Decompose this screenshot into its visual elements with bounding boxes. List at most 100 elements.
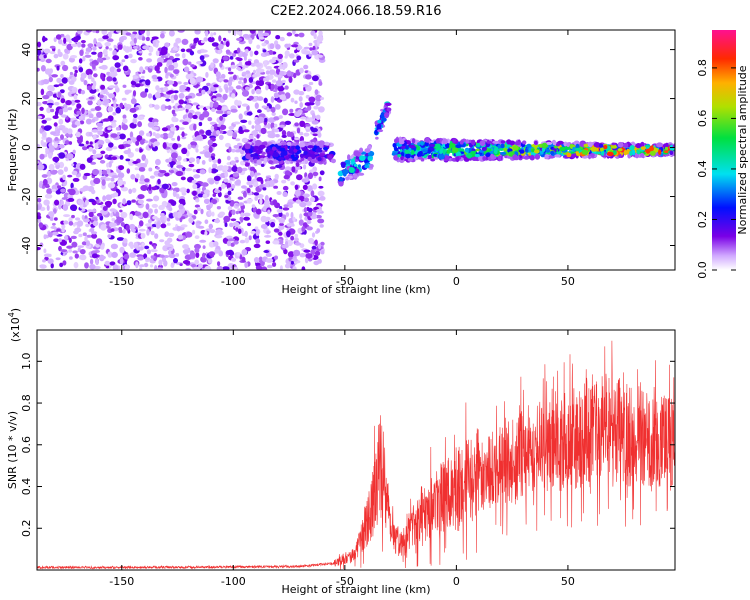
spectrogram-cell <box>153 121 159 126</box>
spectrogram-cell <box>233 145 240 149</box>
spectrogram-cell <box>163 86 169 93</box>
spectrogram-cell <box>292 156 299 161</box>
spectrogram-cell <box>46 204 50 211</box>
spectrogram-cell <box>63 220 69 225</box>
spectrogram-cell <box>129 45 133 52</box>
spectrogram-cell <box>141 234 145 239</box>
spectrogram-cell <box>60 134 64 140</box>
spectrogram-cell <box>96 212 103 217</box>
spectrogram-cell <box>106 76 113 82</box>
spectrogram-cell <box>167 105 172 110</box>
spectrogram-cell <box>187 61 192 66</box>
spectrogram-cell <box>294 189 301 197</box>
spectrogram-cell <box>263 200 270 207</box>
spectrogram-cell <box>153 245 157 249</box>
spectrogram-cell <box>236 67 242 70</box>
spectrogram-cell <box>244 230 248 238</box>
spectrogram-cell <box>146 58 153 63</box>
spectrogram-cell <box>98 169 103 176</box>
spectrogram-cell <box>255 229 260 236</box>
spectrogram-cell <box>71 86 78 93</box>
spectrogram-cell <box>228 125 235 130</box>
spectrogram-cell <box>213 189 221 194</box>
spectrogram-cell <box>57 185 62 189</box>
spectrogram-cell <box>70 182 74 189</box>
spectrogram-cell <box>81 43 86 48</box>
spectrogram-cell <box>223 178 229 183</box>
spectrogram-cell <box>144 178 150 183</box>
spectrogram-cell <box>534 153 541 160</box>
spectrogram-cell <box>156 267 164 270</box>
spectrogram-cell <box>248 76 254 83</box>
spectrogram-cell <box>66 153 74 160</box>
snr-x-axis-label: Height of straight line (km) <box>281 583 430 596</box>
spectrogram-cell <box>231 166 238 172</box>
snr-y-tick-label: 0.6 <box>20 436 33 454</box>
spectrogram-cell <box>41 119 47 124</box>
spectrogram-cell <box>236 47 241 54</box>
spectrogram-cell <box>230 64 237 69</box>
spectrogram-cell <box>302 184 308 190</box>
spectrogram-cell <box>271 112 276 116</box>
spectrogram-cell <box>318 176 322 182</box>
spectrogram-cell <box>452 138 456 144</box>
spectrogram-cell <box>104 177 112 181</box>
spectrogram-cell <box>299 102 304 108</box>
spectrogram-cell <box>68 221 74 226</box>
spectrogram-cell <box>631 149 636 156</box>
spectrogram-cell <box>477 156 484 161</box>
spectrogram-cell <box>155 85 160 91</box>
spectrogram-cell <box>82 55 86 62</box>
spectrogram-cell <box>168 157 172 163</box>
spectrogram-cell <box>83 218 90 223</box>
spectrogram-cell <box>112 264 119 270</box>
spectrogram-cell <box>110 222 117 227</box>
spectrogram-cell <box>132 161 139 164</box>
spectrogram-cell <box>176 164 184 169</box>
spectrogram-cell <box>117 172 125 179</box>
spectrogram-cell <box>193 123 197 131</box>
spectrogram-cell <box>291 44 299 48</box>
colorbar-tick-label: 0.6 <box>696 110 709 128</box>
spectrogram-cell <box>210 86 217 92</box>
colorbar-tick-label: 0.0 <box>696 261 709 279</box>
spectrogram-cell <box>400 155 404 161</box>
spectrogram-cell <box>105 46 109 50</box>
spectrogram-cell <box>171 59 177 63</box>
spectrogram-cell <box>62 260 67 266</box>
spectrogram-cell <box>254 124 262 131</box>
spectrogram-cell <box>37 115 43 119</box>
spectrogram-cell <box>178 198 186 204</box>
spectrogram-cell <box>37 215 42 220</box>
spectrogram-cell <box>317 218 325 224</box>
spectrogram-cell <box>156 57 164 64</box>
spectrogram-cell <box>206 82 211 87</box>
spectrogram-cell <box>289 53 295 59</box>
spectrogram-cell <box>664 146 669 151</box>
spectrogram-cell <box>285 212 290 217</box>
spectrogram-cell <box>155 222 161 229</box>
spectrogram-cell <box>149 264 154 268</box>
spectrogram-cell <box>246 175 252 182</box>
spectrogram-cell <box>128 53 133 59</box>
spectrogram-cell <box>179 84 187 90</box>
spectrogram-cell <box>86 157 93 164</box>
spectrogram-cell <box>278 217 286 224</box>
spectrogram-cell <box>98 255 106 260</box>
spectrogram-cell <box>72 177 80 182</box>
spectrogram-cell <box>63 214 71 218</box>
spectrogram-cell <box>76 103 82 109</box>
spectrogram-cell <box>76 41 82 48</box>
spectrogram-cell <box>640 141 645 148</box>
spectrogram-cell <box>290 142 298 147</box>
spectrogram-cell <box>181 131 185 138</box>
spectrogram-cell <box>62 174 66 181</box>
spectrogram-cell <box>208 167 212 174</box>
spectrogram-cell <box>122 114 127 120</box>
spectrogram-cell <box>241 167 248 172</box>
spectrogram-cell <box>309 196 316 202</box>
spectrogram-cell <box>37 101 42 107</box>
spectrogram-cell <box>314 250 321 256</box>
spectrogram-cell <box>178 99 185 105</box>
spectrogram-cell <box>237 196 244 200</box>
